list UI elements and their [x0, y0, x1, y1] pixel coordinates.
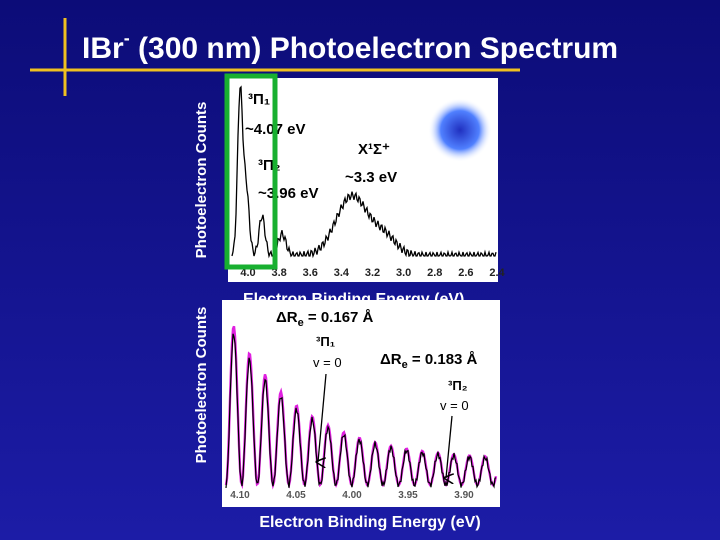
- x-tick-label: 2.8: [427, 267, 442, 279]
- x-tick-label: 3.95: [398, 490, 418, 501]
- x-tick-label: 4.0: [240, 267, 255, 279]
- annotation: ³Π₁: [316, 334, 335, 349]
- x-tick-label: 3.2: [365, 267, 380, 279]
- y-axis-label: Photoelectron Counts: [193, 307, 210, 464]
- x-tick-label: 3.0: [396, 267, 411, 279]
- annotation: ~3.96 eV: [258, 185, 318, 202]
- x-tick-label: 4.10: [230, 490, 250, 501]
- spectrum: [225, 333, 497, 489]
- annotation: ³Π₁: [248, 91, 270, 108]
- slide-title: IBr- (300 nm) Photoelectron Spectrum: [82, 28, 618, 65]
- annotation: ~3.3 eV: [345, 169, 397, 186]
- x-tick-label: 2.4: [489, 267, 505, 279]
- x-tick-label: 3.8: [271, 267, 286, 279]
- x-axis-label: Electron Binding Energy (eV): [259, 514, 480, 531]
- x-tick-label: 4.05: [286, 490, 306, 501]
- annotation: X¹Σ⁺: [358, 141, 390, 158]
- x-tick-label: 3.90: [454, 490, 474, 501]
- x-tick-label: 3.6: [303, 267, 318, 279]
- annotation: ΔRe = 0.167 Å: [276, 309, 374, 329]
- annotation: ³Π₂: [448, 378, 468, 393]
- x-tick-label: 3.4: [334, 267, 350, 279]
- x-tick-label: 2.6: [458, 267, 473, 279]
- image-inset: [428, 98, 492, 162]
- highlight-box: [224, 73, 278, 270]
- annotation: v = 0: [313, 355, 342, 370]
- arrow: [318, 373, 327, 462]
- annotation: v = 0: [440, 398, 469, 413]
- annotation: ΔRe = 0.183 Å: [380, 351, 478, 371]
- y-axis-label: Photoelectron Counts: [193, 102, 210, 259]
- x-tick-label: 4.00: [342, 490, 362, 501]
- arrow: [446, 415, 452, 478]
